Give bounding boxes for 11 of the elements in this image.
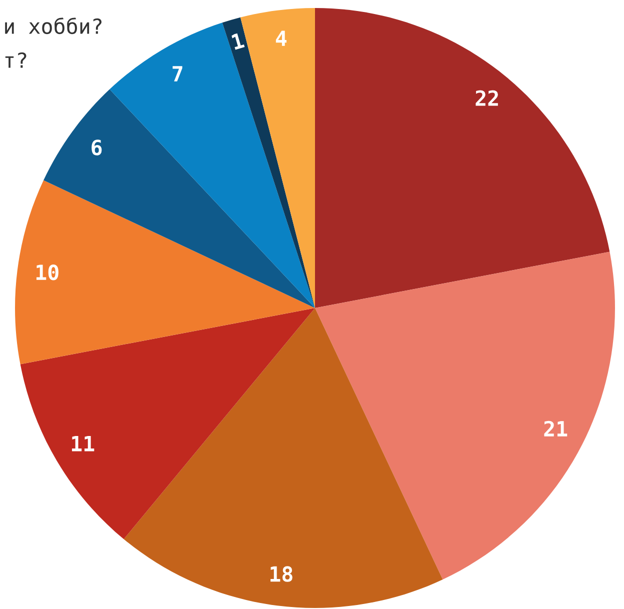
data-label: 21 — [544, 420, 568, 436]
data-label: 10 — [36, 264, 58, 280]
data-label: 22 — [476, 90, 498, 106]
data-label: 18 — [270, 566, 292, 582]
data-label: 4 — [276, 30, 286, 46]
data-label: 7 — [172, 66, 182, 82]
data-label: 11 — [72, 436, 94, 452]
data-label: 1 — [231, 32, 245, 50]
text: и хобби? — [5, 18, 102, 34]
text: т? — [5, 52, 26, 68]
data-label: 6 — [92, 140, 102, 156]
